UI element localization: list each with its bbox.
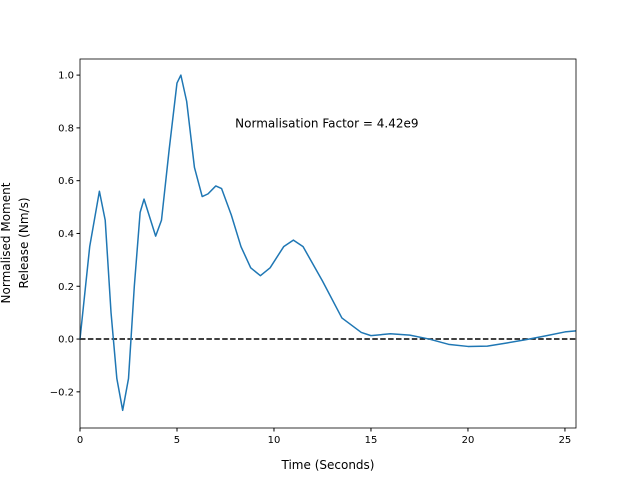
y-axis-label-group: Normalised Moment Release (Nm/s) <box>0 182 31 303</box>
y-tick-label: 1.0 <box>58 71 74 82</box>
axes-frame <box>79 58 577 429</box>
y-tick-label: 0.2 <box>58 282 74 293</box>
y-tick-label: −0.2 <box>50 387 74 398</box>
x-axis-label: Time (Seconds) <box>281 458 375 472</box>
x-tick-label: 10 <box>268 435 281 446</box>
y-tick-label: 0.8 <box>58 123 74 134</box>
x-tick-label: 0 <box>77 435 83 446</box>
data-line <box>79 74 577 412</box>
annotation: Normalisation Factor = 4.42e9 <box>235 117 418 131</box>
x-tick-label: 5 <box>174 435 180 446</box>
y-tick-label: 0.4 <box>58 229 74 240</box>
x-tick-label: 15 <box>365 435 378 446</box>
x-tick-label: 25 <box>559 435 572 446</box>
y-tick-label: 0.6 <box>58 176 74 187</box>
x-tick-label: 20 <box>462 435 475 446</box>
y-axis-label: Normalised Moment <box>0 182 13 303</box>
y-axis-label: Release (Nm/s) <box>17 197 31 288</box>
y-tick-label: 0.0 <box>58 335 74 346</box>
